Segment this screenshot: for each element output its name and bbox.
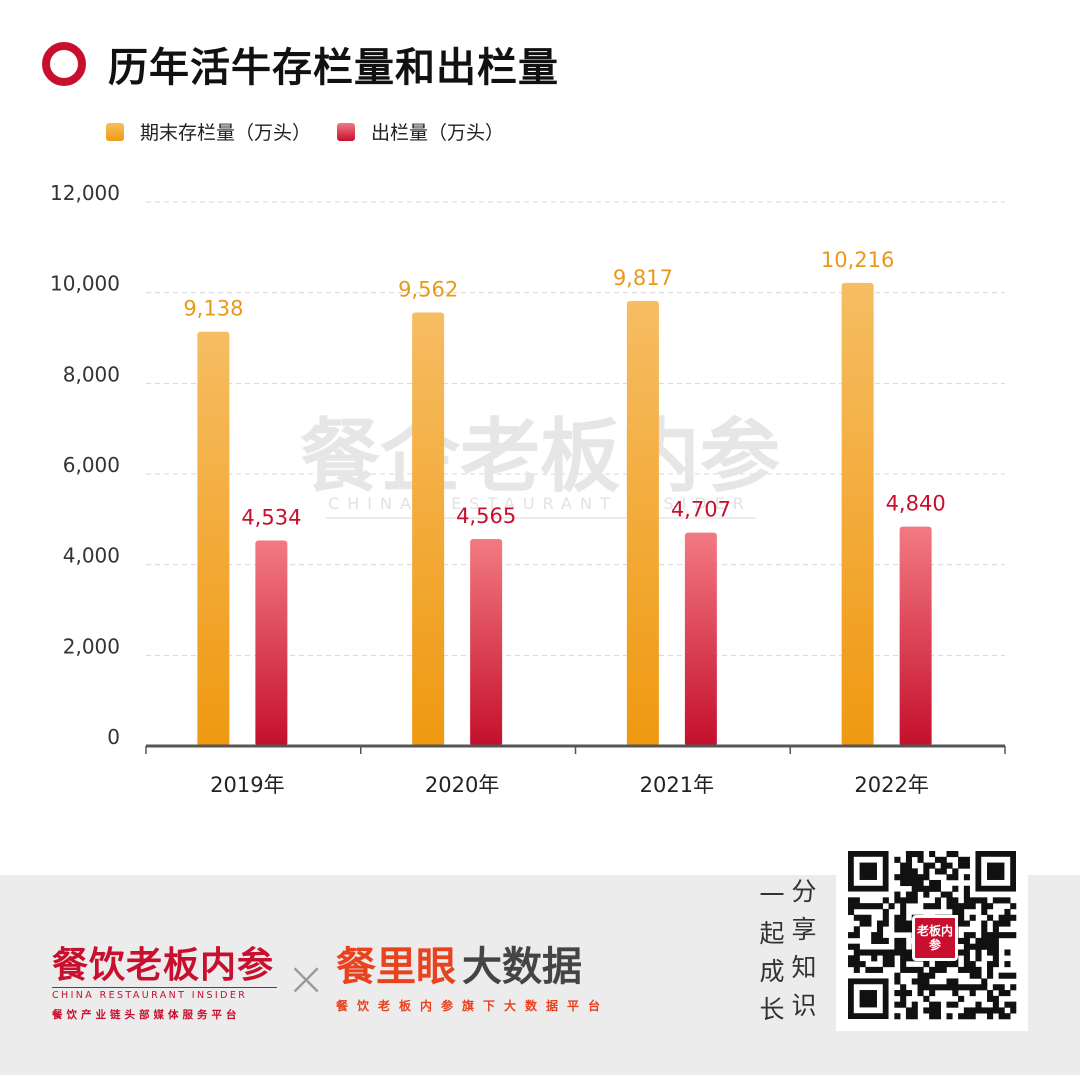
x-tick-label: 2022年 [854,773,928,797]
data-label-out: 4,534 [241,505,301,529]
brand-left-english: CHINA RESTAURANT INSIDER [52,987,277,1001]
brand-cross-icon: × [286,951,327,1007]
chart-legend: 期末存栏量（万头） 出栏量（万头） [106,118,530,145]
data-label-stock: 9,562 [398,278,458,302]
data-label-stock: 9,138 [183,297,243,321]
qr-code-pattern-icon [848,851,1017,1020]
brand-left-tagline: 餐饮产业链头部媒体服务平台 [52,1009,241,1021]
slogan-column-1: 一 起 成 长 [756,877,788,1077]
y-tick-label: 10,000 [50,272,120,296]
slogan-char: 长 [759,995,785,1024]
data-label-stock: 9,817 [613,266,673,290]
bar-chart: 02,0004,0006,0008,00010,00012,000餐企老板内参C… [50,181,1006,797]
y-tick-label: 8,000 [63,362,120,386]
x-tick-label: 2021年 [640,773,714,797]
slogan-char: 起 [759,919,785,948]
bar-stock [197,331,230,746]
bar-out [470,539,503,746]
y-tick-label: 2,000 [63,634,120,658]
slogan-column-2: 分 享 知 识 [788,873,820,1077]
brand-mid-name-red: 餐里眼 [336,944,456,990]
bar-out [255,540,288,746]
bar-out [899,526,932,746]
bar-out [684,532,717,746]
legend-swatch-stock [106,122,124,141]
slogan-char: 识 [791,991,817,1020]
y-tick-label: 6,000 [63,453,120,477]
footer-banner: 餐饮老板内参 CHINA RESTAURANT INSIDER 餐饮产业链头部媒… [0,839,1080,1077]
data-label-out: 4,840 [886,492,946,516]
brand-mid-name: 餐里眼 大数据 [336,943,609,991]
slogan-char: 分 [791,877,817,906]
legend-item-stock: 期末存栏量（万头） [106,118,311,145]
brand-mid-tagline: 餐饮老板内参旗下大数据平台 [336,999,610,1013]
qr-logo: 老板内参 [912,915,958,961]
legend-label-out: 出栏量（万头） [371,122,505,144]
bar-stock [841,282,874,746]
brand-mid-name-dark: 大数据 [462,944,582,990]
brand-mid-logo: 餐里眼 大数据 餐饮老板内参旗下大数据平台 [336,943,609,1014]
data-label-stock: 10,216 [821,248,894,272]
bar-stock [626,300,659,746]
legend-label-stock: 期末存栏量（万头） [140,122,312,144]
bar-stock [412,312,445,746]
y-tick-label: 12,000 [50,181,120,205]
qr-code[interactable]: 老板内参 [836,839,1028,1031]
slogan-char: 享 [791,915,817,944]
chart-title: 历年活牛存栏量和出栏量 [108,45,559,91]
data-label-out: 4,565 [456,504,516,528]
y-tick-label: 4,000 [63,544,120,568]
legend-item-out: 出栏量（万头） [337,118,504,145]
x-tick-label: 2020年 [425,773,499,797]
y-tick-label: 0 [107,725,120,749]
x-tick-label: 2019年 [210,773,284,797]
slogan-char: 成 [759,957,785,986]
brand-left-logo: 餐饮老板内参 CHINA RESTAURANT INSIDER 餐饮产业链头部媒… [52,945,277,1022]
data-label-out: 4,707 [671,498,731,522]
slogan-char: 一 [759,881,785,910]
slogan-char: 知 [791,953,817,982]
slogan: 一 起 成 长 分 享 知 识 [756,877,820,1077]
title-ring-icon [42,42,86,86]
legend-swatch-out [337,122,356,141]
watermark-text: 餐企老板内参 [300,409,780,503]
brand-left-name: 餐饮老板内参 [52,944,275,986]
chart-title-bar: 历年活牛存栏量和出栏量 [42,38,559,91]
